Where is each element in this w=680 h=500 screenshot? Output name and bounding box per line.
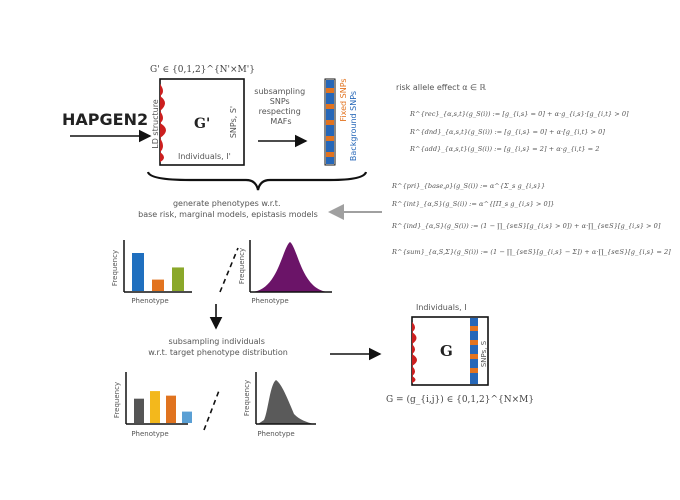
distribution-ylabel: Frequency [238,248,246,284]
genotype-matrix-prime [159,78,245,166]
curly-brace [146,171,368,191]
matrix-def-top: G' ∈ {0,1,2}^{N'×M'} [150,65,255,75]
matrix-def-result: G = (g_{i,j}) ∈ {0,1,2}^{N×M} [386,394,534,405]
fixed-snps-label: Fixed SNPs [339,78,348,121]
background-snps-label: Background SNPs [349,91,358,161]
sub-bar-ylabel: Frequency [113,382,121,418]
formula-ind: R^{ind}_{α,S}(g_S(i)) := (1 − ∏_{s∈S}[g_… [391,222,661,230]
formula-pri: R^{pri}_{base,ρ}(g_S(i)) := α^{Σ_s g_{i,… [391,182,545,190]
formula-dnd: R^{dnd}_{α,s,t}(g_S(i)) := [g_{i,s} = 0]… [409,128,605,136]
individuals-label-result: Individuals, I [416,303,467,312]
ld-peaks-result [412,322,417,383]
sub-dist-ylabel: Frequency [243,380,251,416]
phenotype-distribution-chart [249,240,332,293]
dashed-divider-top [219,247,239,293]
subsample-individuals-text: subsampling individuals w.r.t. target ph… [148,337,288,357]
result-snp-stripes [470,318,478,384]
snps-label-result: SNPs, S [480,340,488,367]
snp-stripe-column [324,78,336,166]
matrix-symbol-final: G [440,342,453,360]
phenotype-bar-2 [152,279,164,291]
phenotype-bar-chart [123,240,192,293]
individuals-label-top: Individuals, I' [178,152,231,161]
bar-chart-xlabel: Phenotype [131,297,168,305]
subsampled-bar-2 [150,391,160,423]
hapgen-label: HAPGEN2 [62,110,148,129]
subsampled-bar-4 [182,411,192,423]
phenotype-bar-1 [132,253,144,291]
sub-bar-xlabel: Phenotype [131,430,168,438]
distribution-xlabel: Phenotype [251,297,288,305]
ld-peaks-top [160,84,166,162]
subsampled-bar-chart [125,372,192,425]
subsample-snps-text: subsampling SNPs respecting MAFs [254,87,307,126]
subsampled-bar-3 [166,395,176,423]
phenotype-bar-3 [172,267,184,291]
generate-phenotypes-text: generate phenotypes w.r.t. base risk, ma… [138,199,318,219]
dashed-divider-bottom [203,387,221,431]
bar-chart-ylabel: Frequency [111,250,119,286]
formula-rec: R^{rec}_{α,s,t}(g_S(i)) := [g_{i,s} = 0]… [409,110,629,118]
matrix-symbol-prime: G' [194,116,210,132]
formula-sum: R^{sum}_{α,S,Σ}(g_S(i)) := (1 − ∏_{s∈S}[… [391,248,671,256]
subsampled-bar-1 [134,398,144,423]
snps-label-top: SNPs, S' [229,106,238,138]
ld-structure-label: LD structure [151,99,160,149]
sub-dist-xlabel: Phenotype [257,430,294,438]
formula-int: R^{int}_{α,S}(g_S(i)) := α^{[Π_s g_{i,s}… [391,200,554,208]
formula-add: R^{add}_{α,s,t}(g_S(i)) := [g_{i,s} = 2]… [409,145,599,153]
risk-effect-title: risk allele effect α ∈ ℝ [396,83,486,92]
subsampled-distribution-chart [255,372,316,425]
